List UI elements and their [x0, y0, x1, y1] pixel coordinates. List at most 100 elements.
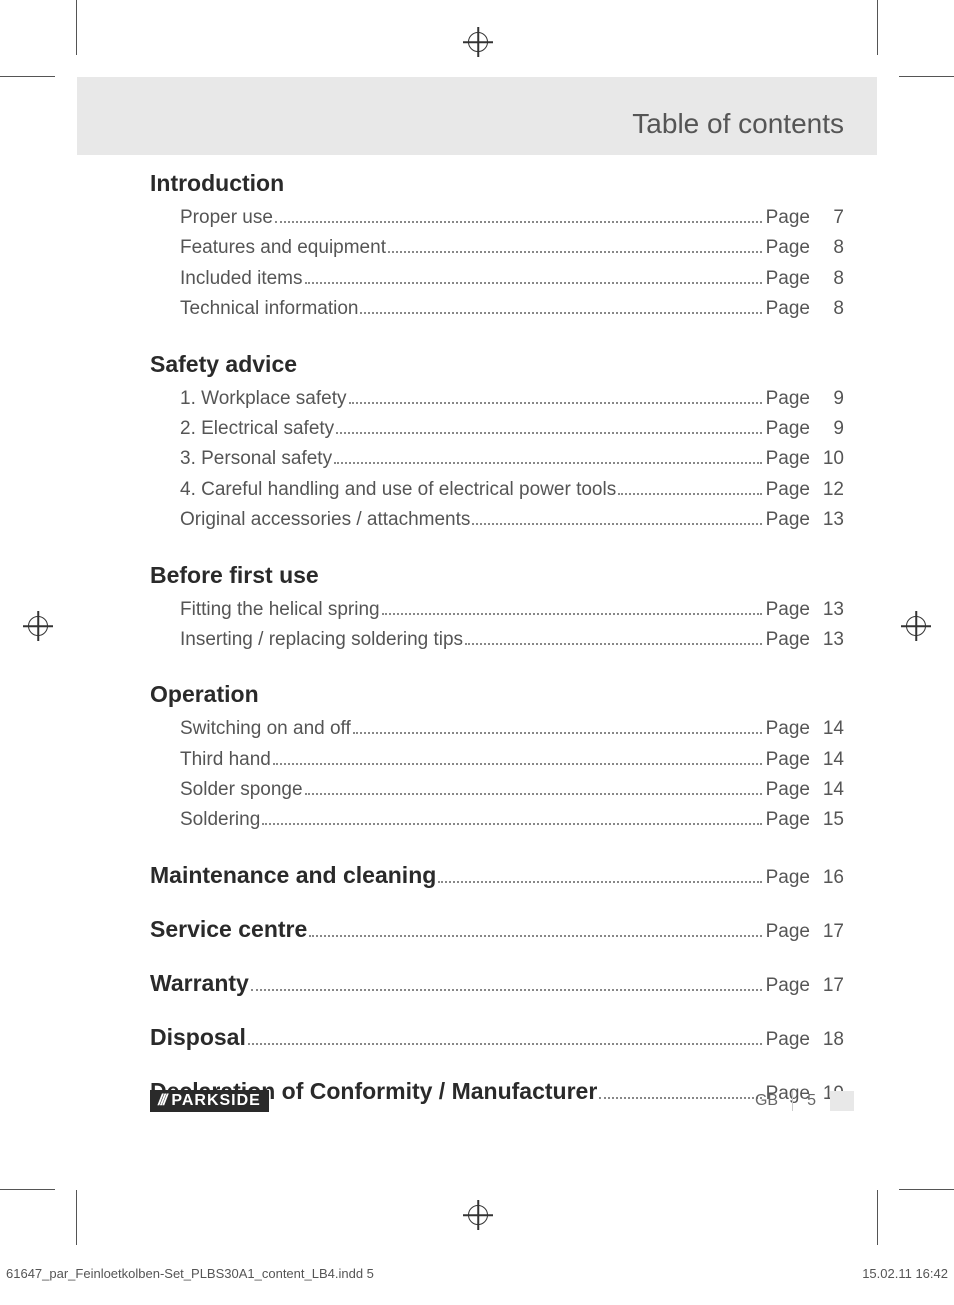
- toc-page-number: 8: [816, 264, 844, 294]
- toc-section-heading: Before first use: [150, 562, 844, 589]
- toc-leader-dots: [334, 462, 762, 464]
- toc-section-heading: Operation: [150, 681, 844, 708]
- toc-leader-dots: [275, 221, 762, 223]
- toc-page-word: Page: [766, 264, 810, 294]
- crop-mark: [0, 76, 55, 77]
- toc-page-word: Page: [766, 595, 810, 625]
- toc-page-number: 12: [816, 475, 844, 505]
- toc-section-inline: Service centrePage17: [150, 916, 844, 944]
- imprint-timestamp: 15.02.11 16:42: [862, 1266, 948, 1281]
- crop-mark: [76, 1190, 77, 1245]
- toc-entry: Features and equipment Page8: [180, 233, 844, 263]
- toc-section-heading: Maintenance and cleaning: [150, 862, 436, 889]
- footer-divider: [792, 1091, 793, 1111]
- page-footer: /// PARKSIDE GB 5: [150, 1090, 854, 1112]
- country-code: GB: [755, 1092, 778, 1110]
- toc-page-word: Page: [766, 625, 810, 655]
- toc-page-word: Page: [766, 505, 810, 535]
- toc-section: Operation Switching on and offPage14Third…: [150, 681, 844, 836]
- toc-entry: SolderingPage15: [180, 805, 844, 835]
- toc-entries: Switching on and offPage14Third hand Page…: [150, 714, 844, 836]
- toc-leader-dots: [305, 282, 762, 284]
- toc-page-number: 13: [816, 625, 844, 655]
- toc-page-word: Page: [766, 975, 810, 997]
- toc-entry: 3. Personal safetyPage10: [180, 444, 844, 474]
- toc-entry: Included items Page8: [180, 264, 844, 294]
- toc-leader-dots: [388, 251, 762, 253]
- imprint-line: 61647_par_Feinloetkolben-Set_PLBS30A1_co…: [6, 1266, 948, 1281]
- toc-page-number: 8: [816, 233, 844, 263]
- toc-leader-dots: [353, 732, 762, 734]
- toc-entry-label: 2. Electrical safety: [180, 414, 334, 444]
- toc-page-word: Page: [766, 203, 810, 233]
- crop-mark: [0, 1189, 55, 1190]
- toc-entry: Technical information Page8: [180, 294, 844, 324]
- toc-section-heading: Disposal: [150, 1024, 246, 1051]
- toc-section-heading: Introduction: [150, 170, 844, 197]
- page-title: Table of contents: [632, 108, 844, 140]
- registration-mark-icon: [468, 1205, 488, 1225]
- toc-entry: Proper usePage7: [180, 203, 844, 233]
- toc-entries: Proper usePage7Features and equipment Pag…: [150, 203, 844, 325]
- toc-page-word: Page: [766, 805, 810, 835]
- toc-leader-dots: [251, 989, 762, 991]
- toc-entry-label: Fitting the helical spring: [180, 595, 380, 625]
- toc-page-word: Page: [766, 294, 810, 324]
- toc-page-word: Page: [766, 1029, 810, 1051]
- toc-page-number: 7: [816, 203, 844, 233]
- toc-page-number: 18: [816, 1029, 844, 1051]
- toc-page-word: Page: [766, 233, 810, 263]
- toc-section: Introduction Proper usePage7Features and …: [150, 170, 844, 325]
- toc-entry-label: Technical information: [180, 294, 358, 324]
- toc-section-heading: Warranty: [150, 970, 249, 997]
- toc-page-word: Page: [766, 714, 810, 744]
- toc-leader-dots: [465, 643, 762, 645]
- toc-section-inline: Disposal Page 18: [150, 1024, 844, 1052]
- toc-entry-label: Third hand: [180, 745, 271, 775]
- toc-page-number: 14: [816, 745, 844, 775]
- toc-leader-dots: [248, 1043, 762, 1045]
- toc-section-heading: Safety advice: [150, 351, 844, 378]
- toc-page-word: Page: [766, 384, 810, 414]
- toc-page-word: Page: [766, 775, 810, 805]
- toc-leader-dots: [273, 763, 762, 765]
- toc-entry-label: Features and equipment: [180, 233, 386, 263]
- toc-entry: Fitting the helical springPage13: [180, 595, 844, 625]
- registration-mark-icon: [468, 32, 488, 52]
- toc-section: Before first use Fitting the helical spri…: [150, 562, 844, 656]
- brand-stripes-icon: ///: [158, 1092, 165, 1110]
- toc-page-number: 17: [816, 921, 844, 943]
- registration-mark-icon: [28, 616, 48, 636]
- toc-entry-label: Included items: [180, 264, 303, 294]
- toc-entries: Fitting the helical springPage13Insertin…: [150, 595, 844, 656]
- toc-page-number: 17: [816, 975, 844, 997]
- toc-leader-dots: [305, 793, 762, 795]
- toc-leader-dots: [360, 312, 761, 314]
- toc-leader-dots: [309, 935, 761, 937]
- toc-entry-label: Original accessories / attachments: [180, 505, 470, 535]
- toc-entry-label: 4. Careful handling and use of electrica…: [180, 475, 616, 505]
- toc-entry: 4. Careful handling and use of electrica…: [180, 475, 844, 505]
- toc-page-word: Page: [766, 921, 810, 943]
- toc-page-word: Page: [766, 867, 810, 889]
- table-of-contents: Introduction Proper usePage7Features and …: [150, 170, 844, 1106]
- toc-leader-dots: [438, 881, 761, 883]
- toc-entry: 2. Electrical safetyPage9: [180, 414, 844, 444]
- toc-page-number: 14: [816, 775, 844, 805]
- toc-page-number: 13: [816, 505, 844, 535]
- toc-entry: Solder sponge Page14: [180, 775, 844, 805]
- page-number: 5: [807, 1092, 816, 1110]
- toc-entry: Switching on and offPage14: [180, 714, 844, 744]
- brand-logo: /// PARKSIDE: [150, 1090, 269, 1112]
- toc-entries: 1. Workplace safetyPage92. Electrical sa…: [150, 384, 844, 536]
- toc-section-inline: Maintenance and cleaningPage16: [150, 862, 844, 890]
- imprint-file: 61647_par_Feinloetkolben-Set_PLBS30A1_co…: [6, 1266, 374, 1281]
- toc-entry-label: 3. Personal safety: [180, 444, 332, 474]
- crop-mark: [877, 0, 878, 55]
- toc-page-number: 8: [816, 294, 844, 324]
- page-box: [830, 1091, 854, 1111]
- toc-page-number: 15: [816, 805, 844, 835]
- toc-leader-dots: [618, 493, 761, 495]
- toc-page-number: 9: [816, 384, 844, 414]
- toc-entry-label: Solder sponge: [180, 775, 303, 805]
